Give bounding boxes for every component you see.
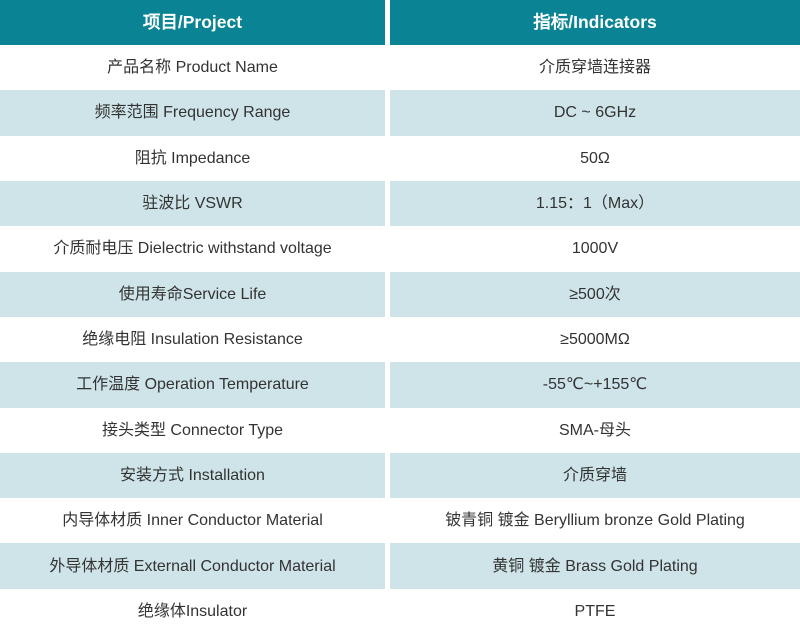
header-project-cell: 项目/Project [142,12,243,32]
table-row: 介质耐电压 Dielectric withstand voltage 1000V [0,226,800,272]
indicator-cell: ≥5000MΩ [560,330,630,348]
project-cell: 内导体材质 Inner Conductor Material [62,512,323,530]
column-divider [385,90,390,136]
table-row: 外导体材质 Externall Conductor Material 黄铜 镀金… [0,543,800,589]
indicator-cell: 介质穿墙连接器 [538,59,651,77]
table-row: 驻波比 VSWR 1.15：1（Max） [0,180,800,227]
column-divider [385,362,390,408]
table-row: 绝缘体Insulator PTFE [0,588,800,634]
project-cell: 介质耐电压 Dielectric withstand voltage [53,240,332,258]
table-header-row: 项目/Project 指标/Indicators [0,0,800,45]
project-cell: 阻抗 Impedance [134,149,251,167]
table-row: 使用寿命Service Life ≥500次 [0,271,800,317]
project-cell: 绝缘电阻 Insulation Resistance [82,330,303,348]
project-cell: 安装方式 Installation [120,466,265,484]
table-row: 安装方式 Installation 介质穿墙 [0,452,800,499]
table-row: 接头类型 Connector Type SMA-母头 [0,407,800,453]
column-divider [385,0,390,45]
indicator-cell: PTFE [574,602,616,620]
table-row: 频率范围 Frequency Range DC ~ 6GHz [0,90,800,136]
project-cell: 频率范围 Frequency Range [94,104,291,122]
project-cell: 驻波比 VSWR [142,195,243,212]
table-row: 产品名称 Product Name 介质穿墙连接器 [0,45,800,91]
column-divider [385,271,390,317]
indicator-cell: DC ~ 6GHz [553,104,637,122]
indicator-cell: 黄铜 镀金 Brass Gold Plating [492,557,698,575]
project-cell: 外导体材质 Externall Conductor Material [49,557,336,575]
column-divider [385,135,390,181]
table-row: 绝缘电阻 Insulation Resistance ≥5000MΩ [0,316,800,363]
indicator-cell: 1000V [571,240,619,258]
column-divider [385,226,390,272]
project-cell: 使用寿命Service Life [118,285,267,303]
column-divider [385,180,390,227]
indicator-cell: SMA-母头 [558,421,631,439]
column-divider [385,498,390,544]
table-row: 内导体材质 Inner Conductor Material 铍青铜 镀金 Be… [0,498,800,544]
column-divider [385,452,390,499]
column-divider [385,588,390,634]
project-cell: 接头类型 Connector Type [101,421,284,439]
project-cell: 产品名称 Product Name [107,59,278,77]
indicator-cell: 介质穿墙 [562,466,627,484]
column-divider [385,45,390,91]
project-cell: 绝缘体Insulator [137,602,248,620]
indicator-cell: 50Ω [580,149,610,167]
indicator-cell: 铍青铜 镀金 Beryllium bronze Gold Plating [445,512,745,530]
table-body: 产品名称 Product Name 介质穿墙连接器 频率范围 Frequency… [0,45,800,634]
table-row: 工作温度 Operation Temperature -55℃~+155℃ [0,362,800,408]
indicator-cell: ≥500次 [569,285,621,303]
indicator-cell: 1.15：1（Max） [535,195,655,212]
project-cell: 工作温度 Operation Temperature [76,376,309,394]
indicator-cell: -55℃~+155℃ [542,376,648,394]
table-row: 阻抗 Impedance 50Ω [0,135,800,181]
header-indicators-cell: 指标/Indicators [533,12,657,32]
column-divider [385,407,390,453]
column-divider [385,316,390,363]
column-divider [385,543,390,589]
